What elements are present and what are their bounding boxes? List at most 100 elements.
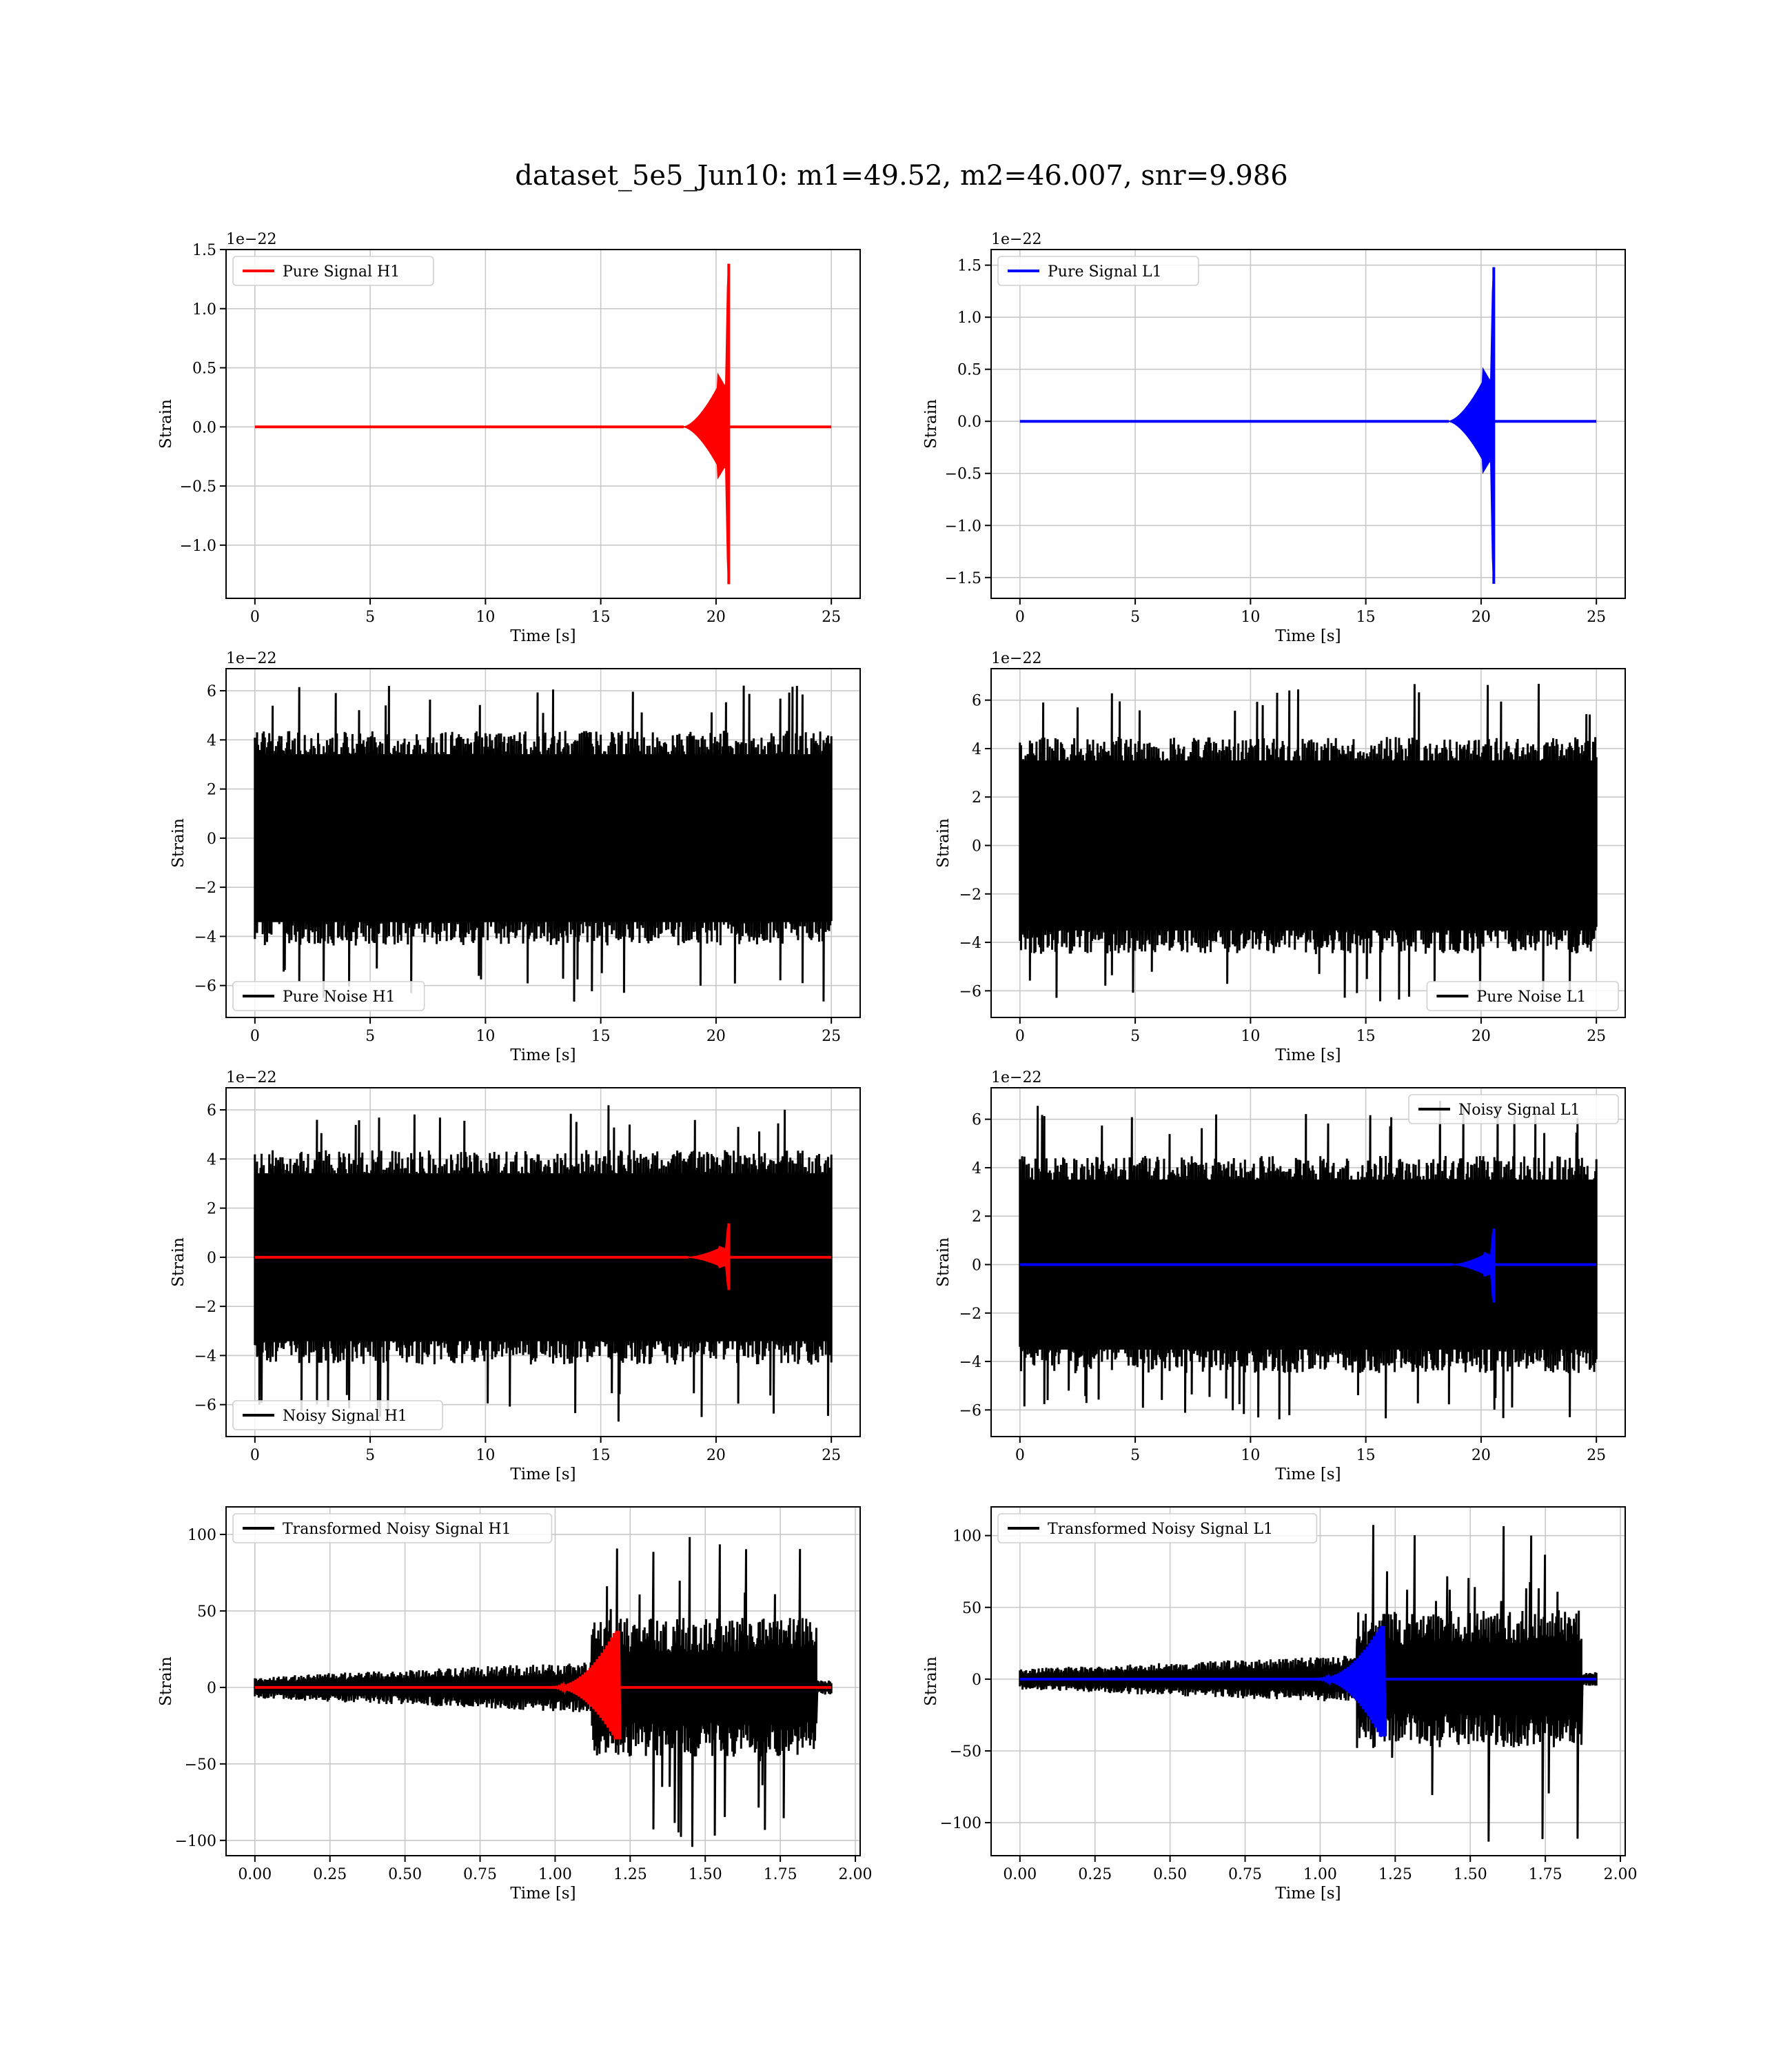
noise-trace	[254, 685, 833, 1002]
x-tick-label: 1.25	[613, 1866, 647, 1883]
plot-area	[1019, 683, 1598, 1002]
x-tick-label: 0.50	[1153, 1866, 1187, 1883]
series-0	[1019, 267, 1597, 584]
x-tick-label: 20	[1472, 609, 1491, 626]
x-tick-label: 5	[1130, 1028, 1140, 1045]
x-tick-label: 20	[1472, 1447, 1491, 1464]
y-tick-label: 50	[197, 1603, 216, 1621]
x-tick-label: 0.25	[313, 1866, 347, 1883]
legend-box	[997, 1513, 1318, 1543]
y-tick-label: 2	[972, 789, 981, 807]
subplot-transformed-noisy-signal-h1: 0.00 0.25 0.50 0.75 1.00 1.25 1.50 1.75 2.00 −100…	[157, 1506, 873, 1903]
y-tick-label: 0	[972, 1672, 981, 1689]
x-tick-label: 15	[591, 1028, 611, 1045]
y-tick-label: 0.5	[957, 362, 981, 379]
y-tick-label: 0	[207, 1250, 216, 1267]
legend: Pure Signal H1	[232, 256, 434, 286]
x-tick-label: 10	[1241, 609, 1260, 626]
x-tick-label: 5	[365, 609, 375, 626]
noise-trace	[1019, 1100, 1598, 1420]
x-tick-label: 10	[476, 1447, 495, 1464]
legend: Transformed Noisy Signal H1	[232, 1513, 553, 1543]
x-tick-label: 1.00	[1303, 1866, 1337, 1883]
y-tick-label: −6	[194, 978, 216, 995]
x-tick-label: 20	[706, 1447, 726, 1464]
y-tick-label: −100	[175, 1833, 216, 1850]
x-tick-label: 25	[822, 1028, 841, 1045]
y-tick-label: −2	[959, 886, 981, 904]
y-tick-label: −4	[959, 1354, 981, 1371]
y-tick-label: −6	[959, 1402, 981, 1419]
y-tick-label: −50	[950, 1743, 981, 1761]
subplot-pure-noise-h1: 0 5 10 15 20 25 −6 −4 −2 0 2 4 6 1e−22 Time [s] Strain P…	[170, 650, 861, 1064]
y-tick-label: 50	[962, 1600, 981, 1617]
x-tick-label: 15	[591, 1447, 611, 1464]
y-tick-label: 6	[207, 683, 216, 700]
subplot-noisy-signal-l1: 0 5 10 15 20 25 −6 −4 −2 0 2 4 6 1e−22 Time [s] Strain N…	[935, 1069, 1626, 1483]
x-axis-label: Time [s]	[510, 627, 576, 645]
y-tick-label: 100	[187, 1527, 216, 1544]
axis-offset-label: 1e−22	[991, 231, 1041, 248]
y-tick-label: 4	[972, 741, 981, 758]
legend-box	[1408, 1094, 1619, 1124]
y-tick-label: 6	[972, 1112, 981, 1129]
legend: Transformed Noisy Signal L1	[997, 1513, 1318, 1543]
y-tick-label: 0.0	[957, 414, 981, 431]
plot-area	[254, 685, 833, 1002]
x-tick-label: 5	[365, 1028, 375, 1045]
subplot-transformed-noisy-signal-l1: 0.00 0.25 0.50 0.75 1.00 1.25 1.50 1.75 2.00 −100…	[922, 1506, 1638, 1903]
y-tick-label: 100	[953, 1528, 981, 1545]
x-tick-label: 15	[1356, 1028, 1376, 1045]
y-axis-label: Strain	[935, 818, 953, 868]
axes-frame	[990, 668, 1626, 1018]
y-tick-label: 0	[972, 838, 981, 855]
x-tick-label: 25	[1587, 1028, 1606, 1045]
x-tick-label: 25	[1587, 609, 1606, 626]
plot-area	[254, 1105, 833, 1422]
x-tick-label: 10	[1241, 1028, 1260, 1045]
subplot-pure-signal-l1: 0 5 10 15 20 25 −1.5 −1.0 −0.5 0.0 0.5 1.0 1.5 1e−22 T…	[922, 231, 1626, 645]
x-tick-label: 10	[1241, 1447, 1260, 1464]
series-1	[254, 1630, 832, 1740]
y-tick-label: 4	[207, 732, 216, 749]
series-1	[254, 1223, 832, 1290]
y-tick-label: 1.5	[192, 242, 216, 259]
series-0	[254, 685, 833, 1002]
signal-chirp	[1314, 1625, 1387, 1737]
y-tick-label: −4	[194, 929, 216, 946]
subplot-pure-noise-l1: 0 5 10 15 20 25 −6 −4 −2 0 2 4 6 1e−22 Time [s] Strain P…	[935, 650, 1626, 1064]
x-axis-label: Time [s]	[1275, 627, 1341, 645]
y-axis-label: Strain	[922, 1656, 940, 1706]
y-tick-label: −1.0	[945, 518, 981, 535]
y-tick-label: −1.0	[180, 538, 216, 555]
axes-frame	[225, 1087, 861, 1437]
x-tick-label: 25	[822, 1447, 841, 1464]
series-0	[1019, 683, 1598, 1002]
y-tick-label: −0.5	[945, 466, 981, 483]
x-axis-label: Time [s]	[510, 1466, 576, 1483]
x-tick-label: 25	[1587, 1447, 1606, 1464]
series-1	[1019, 1228, 1597, 1303]
y-tick-label: 0	[207, 831, 216, 848]
axis-offset-label: 1e−22	[226, 1069, 276, 1086]
legend-box	[1426, 981, 1619, 1011]
x-tick-label: 0	[1015, 1447, 1025, 1464]
x-tick-label: 20	[706, 609, 726, 626]
legend-label: Noisy Signal L1	[1458, 1102, 1580, 1119]
x-tick-label: 5	[1130, 609, 1140, 626]
legend-box	[997, 256, 1199, 286]
axis-offset-label: 1e−22	[991, 1069, 1041, 1086]
x-tick-label: 0.00	[1003, 1866, 1037, 1883]
legend-label: Transformed Noisy Signal H1	[283, 1521, 511, 1538]
x-tick-label: 0.75	[463, 1866, 497, 1883]
legend-label: Pure Signal L1	[1048, 263, 1162, 281]
legend: Noisy Signal H1	[232, 1400, 443, 1430]
axes-frame	[990, 1506, 1626, 1856]
x-tick-label: 20	[1472, 1028, 1491, 1045]
axes-frame	[225, 1506, 861, 1856]
x-tick-label: 0.50	[388, 1866, 422, 1883]
y-tick-label: 0	[207, 1680, 216, 1697]
y-tick-label: −6	[959, 983, 981, 1000]
y-tick-label: −4	[194, 1348, 216, 1365]
